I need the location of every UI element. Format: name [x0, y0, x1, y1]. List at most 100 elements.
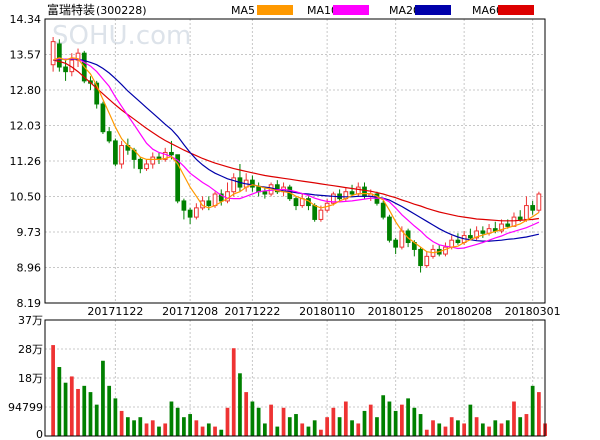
volume-bar	[449, 417, 454, 436]
volume-bar	[244, 392, 249, 436]
volume-bar	[213, 426, 217, 436]
volume-bar	[393, 410, 398, 436]
volume-bar	[256, 407, 261, 436]
candle-body	[468, 235, 473, 239]
legend-label-ma5: MA5	[231, 4, 255, 17]
candle-body	[94, 82, 100, 105]
volume-bar	[294, 414, 298, 436]
volume-bar	[188, 414, 192, 436]
volume-bar	[487, 426, 491, 436]
ma20-line	[53, 58, 540, 242]
legend-swatch-ma20	[415, 5, 451, 15]
candle-body	[150, 156, 156, 165]
price-tick-label: 11.26	[10, 155, 42, 168]
candle-body	[424, 255, 430, 267]
volume-tick-label: 94799	[8, 401, 43, 414]
candle-body	[505, 223, 511, 227]
volume-bar	[219, 429, 224, 436]
candle-body	[293, 198, 299, 207]
date-tick-label: 20180110	[299, 305, 355, 318]
legend-swatch-ma5	[257, 5, 293, 15]
candle-body	[144, 163, 149, 170]
volume-bar	[113, 398, 118, 436]
price-tick-label: 14.34	[10, 13, 42, 26]
volume-bar	[138, 417, 143, 436]
volume-bar	[194, 420, 199, 436]
volume-bar	[200, 426, 205, 436]
candle-body	[200, 200, 205, 209]
volume-bar	[474, 417, 479, 436]
volume-bar	[325, 417, 330, 436]
volume-bar	[119, 410, 124, 436]
volume-bar	[431, 420, 435, 436]
volume-axis: 37万 28万 18万 94799 0	[8, 314, 43, 440]
volume-bar	[82, 385, 87, 436]
volume-bar	[319, 429, 323, 436]
volume-bar	[350, 420, 354, 436]
volume-bar	[337, 417, 342, 436]
volume-bar	[362, 410, 367, 436]
volume-bar	[468, 404, 473, 436]
candle-body	[162, 151, 168, 160]
candle-body	[175, 154, 181, 202]
grid	[45, 19, 545, 436]
volume-bar	[406, 398, 410, 436]
candle-body	[312, 205, 318, 220]
volume-bar	[375, 417, 379, 436]
volume-bar	[437, 423, 442, 436]
candle-body	[106, 131, 112, 142]
candle-body	[443, 246, 448, 255]
candle-body	[119, 145, 124, 165]
volume-bar	[69, 376, 74, 436]
candle-body	[399, 230, 405, 248]
volume-tick-label: 37万	[18, 314, 43, 327]
volume-bar	[225, 407, 230, 436]
candle-body	[380, 202, 386, 218]
candle-body	[355, 186, 361, 195]
volume-bar	[287, 417, 292, 436]
volume-bar	[63, 382, 68, 436]
ma60-line	[52, 59, 539, 222]
volume-bar	[262, 423, 267, 436]
date-axis: 20171122 20171208 20171222 20180110 20180125…	[87, 305, 560, 318]
volume-bar	[231, 348, 236, 436]
volume-bar	[175, 407, 180, 436]
volume-bars	[51, 345, 547, 436]
date-tick-label: 20171222	[224, 305, 280, 318]
candle-body	[474, 230, 479, 239]
candle-body	[231, 177, 237, 193]
volume-bar	[281, 407, 286, 436]
candle-body	[349, 191, 355, 195]
volume-bar	[150, 420, 155, 436]
volume-bar	[381, 395, 386, 436]
candle-body	[113, 140, 118, 165]
volume-bar	[132, 420, 136, 436]
volume-bar	[387, 401, 392, 436]
volume-bar	[238, 373, 242, 436]
volume-bar	[88, 392, 93, 436]
volume-bar	[356, 423, 361, 436]
volume-bar	[518, 417, 523, 436]
volume-bar	[51, 345, 55, 436]
candle-body	[56, 43, 62, 68]
candle-body	[524, 205, 529, 220]
price-tick-label: 10.50	[10, 191, 42, 204]
stock-code: (300228)	[96, 4, 147, 17]
volume-panel-frame	[44, 319, 546, 437]
candle-body	[274, 184, 280, 193]
volume-tick-label: 28万	[18, 343, 43, 356]
volume-bar	[107, 385, 112, 436]
ma10-line	[52, 58, 540, 250]
volume-bar	[462, 423, 467, 436]
price-tick-label: 8.19	[17, 297, 42, 310]
candle-body	[449, 239, 455, 248]
volume-bar	[412, 407, 417, 436]
volume-bar	[524, 414, 529, 436]
candle-body	[455, 239, 461, 244]
candle-body	[63, 66, 68, 73]
candle-body	[137, 158, 143, 170]
volume-bar	[480, 423, 485, 436]
volume-bar	[368, 404, 373, 436]
volume-bar	[182, 417, 186, 436]
